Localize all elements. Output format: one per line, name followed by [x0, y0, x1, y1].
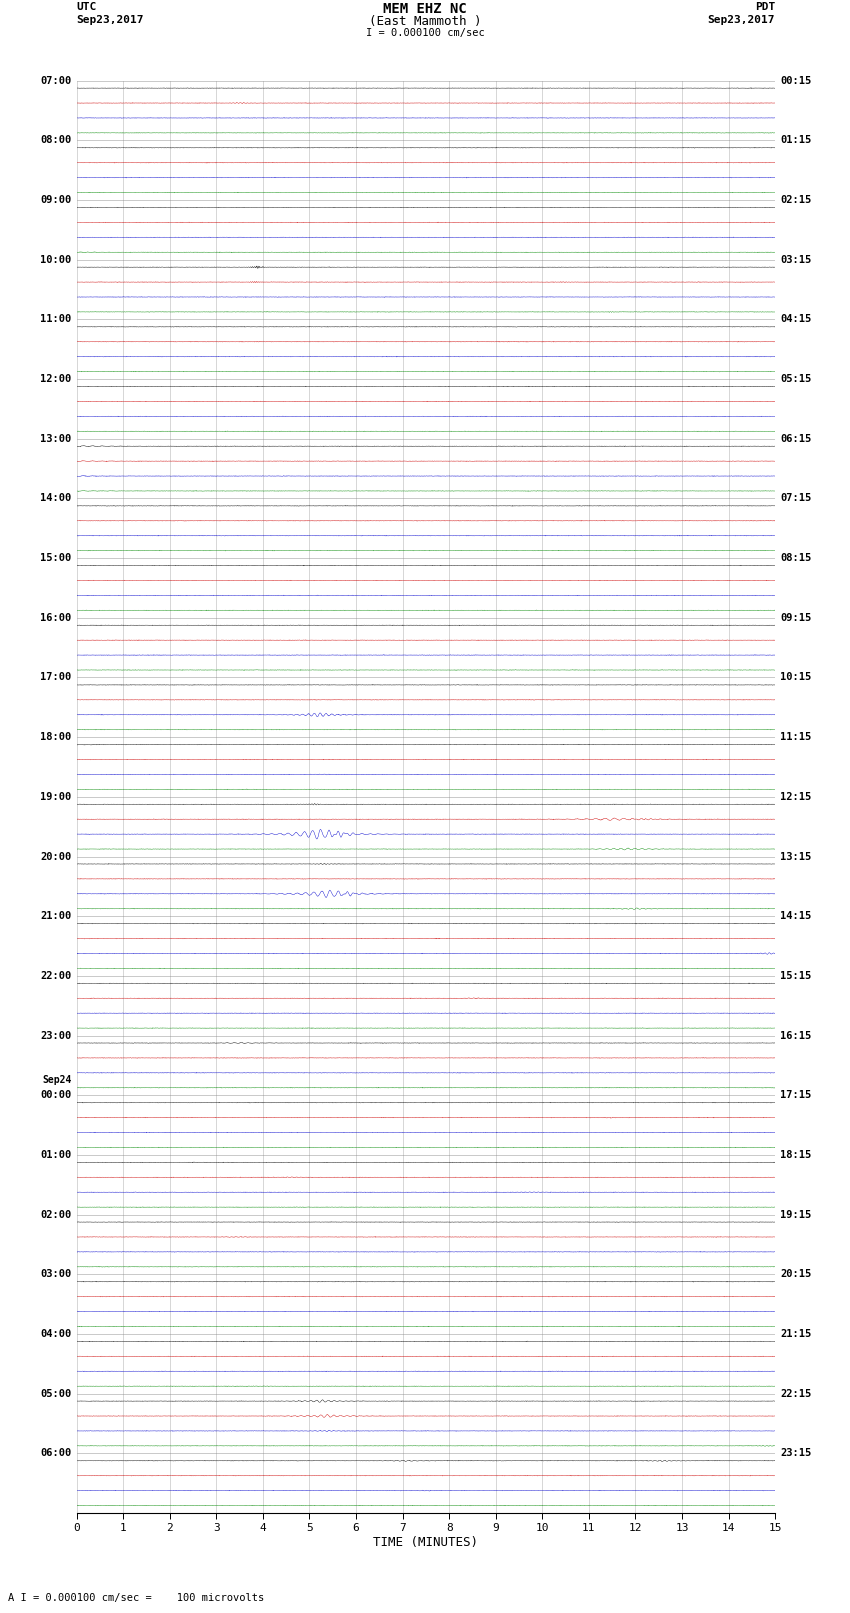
Text: PDT: PDT: [755, 3, 775, 13]
Text: 11:15: 11:15: [780, 732, 812, 742]
Text: 17:00: 17:00: [40, 673, 71, 682]
Text: Sep23,2017: Sep23,2017: [708, 16, 775, 26]
Text: 08:00: 08:00: [40, 135, 71, 145]
Text: 06:00: 06:00: [40, 1448, 71, 1458]
Text: 02:15: 02:15: [780, 195, 812, 205]
Text: 16:15: 16:15: [780, 1031, 812, 1040]
Text: 20:15: 20:15: [780, 1269, 812, 1279]
Text: 15:15: 15:15: [780, 971, 812, 981]
Text: 12:00: 12:00: [40, 374, 71, 384]
Text: Sep24: Sep24: [42, 1076, 71, 1086]
Text: I = 0.000100 cm/sec: I = 0.000100 cm/sec: [366, 29, 484, 39]
Text: UTC: UTC: [76, 3, 97, 13]
Text: MEM EHZ NC: MEM EHZ NC: [383, 3, 467, 16]
Text: 11:00: 11:00: [40, 315, 71, 324]
Text: 02:00: 02:00: [40, 1210, 71, 1219]
Text: 10:00: 10:00: [40, 255, 71, 265]
Text: 05:00: 05:00: [40, 1389, 71, 1398]
Text: 20:00: 20:00: [40, 852, 71, 861]
Text: 17:15: 17:15: [780, 1090, 812, 1100]
Text: 00:15: 00:15: [780, 76, 812, 85]
Text: 09:00: 09:00: [40, 195, 71, 205]
Text: 09:15: 09:15: [780, 613, 812, 623]
Text: 14:00: 14:00: [40, 494, 71, 503]
Text: 16:00: 16:00: [40, 613, 71, 623]
Text: 22:00: 22:00: [40, 971, 71, 981]
Text: (East Mammoth ): (East Mammoth ): [369, 16, 481, 29]
Text: 01:15: 01:15: [780, 135, 812, 145]
Text: 14:15: 14:15: [780, 911, 812, 921]
Text: 03:00: 03:00: [40, 1269, 71, 1279]
Text: 13:15: 13:15: [780, 852, 812, 861]
Text: 18:00: 18:00: [40, 732, 71, 742]
Text: 01:00: 01:00: [40, 1150, 71, 1160]
Text: 21:00: 21:00: [40, 911, 71, 921]
Text: 03:15: 03:15: [780, 255, 812, 265]
Text: A I = 0.000100 cm/sec =    100 microvolts: A I = 0.000100 cm/sec = 100 microvolts: [8, 1594, 264, 1603]
Text: 23:15: 23:15: [780, 1448, 812, 1458]
Text: 22:15: 22:15: [780, 1389, 812, 1398]
Text: 19:15: 19:15: [780, 1210, 812, 1219]
Text: 07:15: 07:15: [780, 494, 812, 503]
Text: 00:00: 00:00: [40, 1090, 71, 1100]
Text: 04:15: 04:15: [780, 315, 812, 324]
Text: 18:15: 18:15: [780, 1150, 812, 1160]
Text: 12:15: 12:15: [780, 792, 812, 802]
Text: 10:15: 10:15: [780, 673, 812, 682]
Text: 19:00: 19:00: [40, 792, 71, 802]
Text: 08:15: 08:15: [780, 553, 812, 563]
Text: 13:00: 13:00: [40, 434, 71, 444]
Text: 21:15: 21:15: [780, 1329, 812, 1339]
Text: 23:00: 23:00: [40, 1031, 71, 1040]
Text: 05:15: 05:15: [780, 374, 812, 384]
Text: 06:15: 06:15: [780, 434, 812, 444]
X-axis label: TIME (MINUTES): TIME (MINUTES): [373, 1536, 479, 1548]
Text: Sep23,2017: Sep23,2017: [76, 16, 144, 26]
Text: 04:00: 04:00: [40, 1329, 71, 1339]
Text: 15:00: 15:00: [40, 553, 71, 563]
Text: 07:00: 07:00: [40, 76, 71, 85]
